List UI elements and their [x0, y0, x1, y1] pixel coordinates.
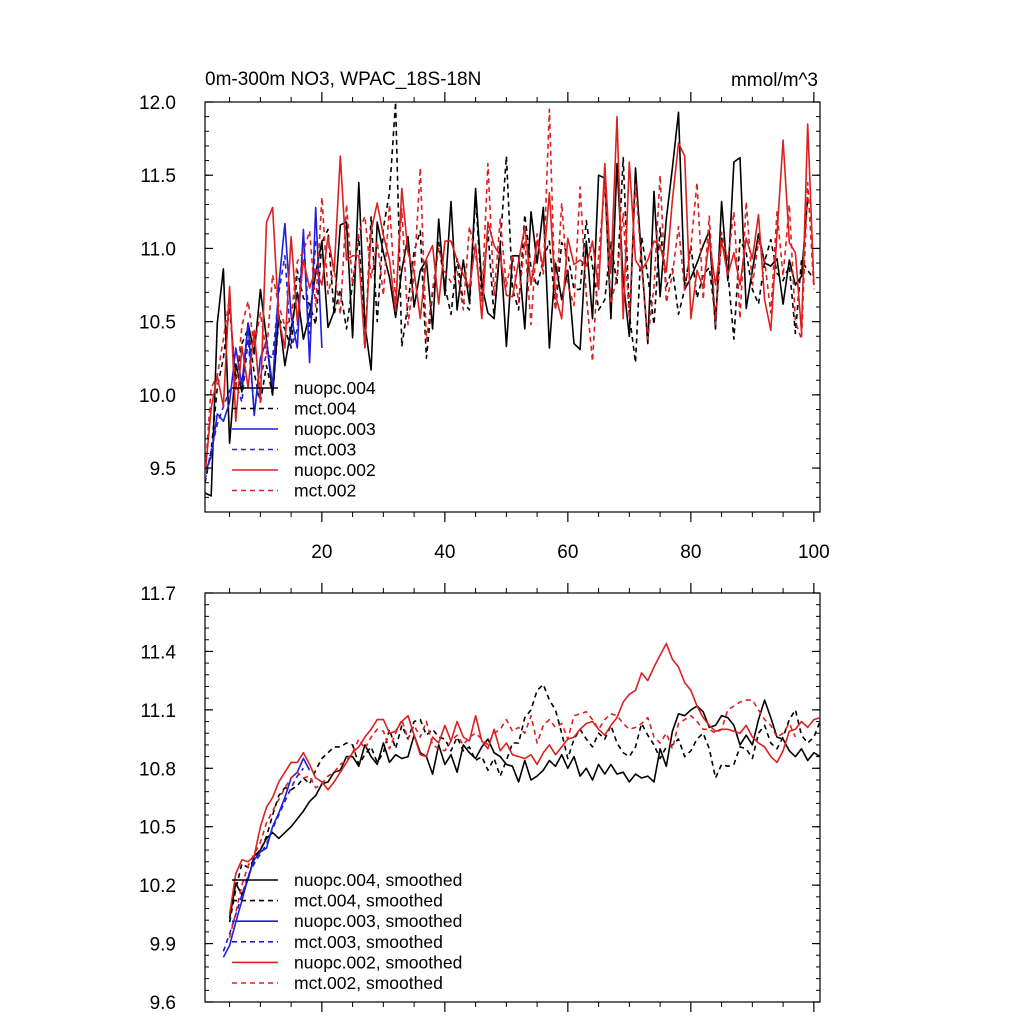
y-tick-label: 11.4	[140, 642, 176, 663]
y-tick-label: 10.2	[139, 876, 176, 897]
x-tick-label: 40	[434, 542, 455, 563]
series-line-mct-004-smoothed	[228, 683, 820, 923]
units-label: mmol/m^3	[731, 70, 818, 91]
series-group	[205, 102, 815, 497]
legend-label-nuopc-003-smoothed: nuopc.003, smoothed	[294, 911, 462, 931]
legend-label-nuopc-002-smoothed: nuopc.002, smoothed	[294, 952, 462, 972]
y-tick-label: 10.0	[139, 386, 176, 407]
legend-label-nuopc-003: nuopc.003	[294, 419, 376, 439]
series-line-mct-003-smoothed	[222, 767, 305, 952]
series-line-mct-002-smoothed	[228, 699, 797, 938]
y-tick-label: 9.6	[150, 993, 176, 1014]
legend-label-nuopc-004: nuopc.004	[294, 378, 376, 398]
nitrate-smoothed-panel: 9.6 9.9 10.2 10.5 10.8 11.1 11.4 11.7 nuopc.004…	[139, 583, 821, 1014]
x-tick-label: 20	[311, 542, 332, 563]
y-tick-label: 11.1	[140, 701, 176, 722]
y-tick-label: 10.5	[139, 313, 176, 334]
series-line-mct-002	[205, 108, 815, 476]
y-tick-label: 11.0	[140, 239, 176, 260]
legend-label-mct-003-smoothed: mct.003, smoothed	[294, 932, 443, 952]
legend-label-mct-002: mct.002	[294, 481, 356, 501]
y-tick-label: 10.8	[139, 759, 176, 780]
x-tick-label: 100	[798, 542, 830, 563]
legend-label-nuopc-002: nuopc.002	[294, 460, 376, 480]
x-axis: 20 40 60 80 100	[229, 92, 830, 563]
y-tick-label: 11.7	[140, 584, 176, 605]
y-axis: 9.5 10.0 10.5 11.0 11.5 12.0	[139, 93, 820, 513]
y-tick-label: 10.5	[139, 818, 176, 839]
nitrate-raw-panel: 0m-300m NO3, WPAC_18S-18N mmol/m^3 9.5 10…	[139, 69, 830, 563]
y-tick-label: 9.5	[150, 459, 176, 480]
y-tick-label: 11.5	[140, 166, 176, 187]
series-line-nuopc-003-smoothed	[222, 757, 311, 958]
y-tick-label: 9.9	[150, 935, 176, 956]
series-line-mct-004	[205, 102, 815, 483]
series-line-nuopc-004-smoothed	[228, 699, 820, 919]
x-axis	[229, 583, 815, 1012]
legend-label-mct-004-smoothed: mct.004, smoothed	[294, 891, 443, 911]
series-line-nuopc-004	[205, 111, 809, 497]
legend: nuopc.004mct.004nuopc.003mct.003nuopc.00…	[232, 378, 376, 501]
chart-title: 0m-300m NO3, WPAC_18S-18N	[205, 69, 481, 90]
legend-label-nuopc-004-smoothed: nuopc.004, smoothed	[294, 870, 462, 890]
series-group	[222, 642, 820, 958]
y-tick-label: 12.0	[139, 93, 176, 114]
plot-frame	[204, 592, 821, 1003]
x-tick-label: 80	[680, 542, 701, 563]
y-axis: 9.6 9.9 10.2 10.5 10.8 11.1 11.4 11.7	[139, 584, 820, 1014]
x-tick-label: 60	[557, 542, 578, 563]
plot-area	[205, 102, 815, 497]
legend-label-mct-004: mct.004	[294, 399, 357, 419]
legend-label-mct-003: mct.003	[294, 440, 356, 460]
legend-label-mct-002-smoothed: mct.002, smoothed	[294, 973, 443, 993]
plot-area	[222, 642, 820, 958]
